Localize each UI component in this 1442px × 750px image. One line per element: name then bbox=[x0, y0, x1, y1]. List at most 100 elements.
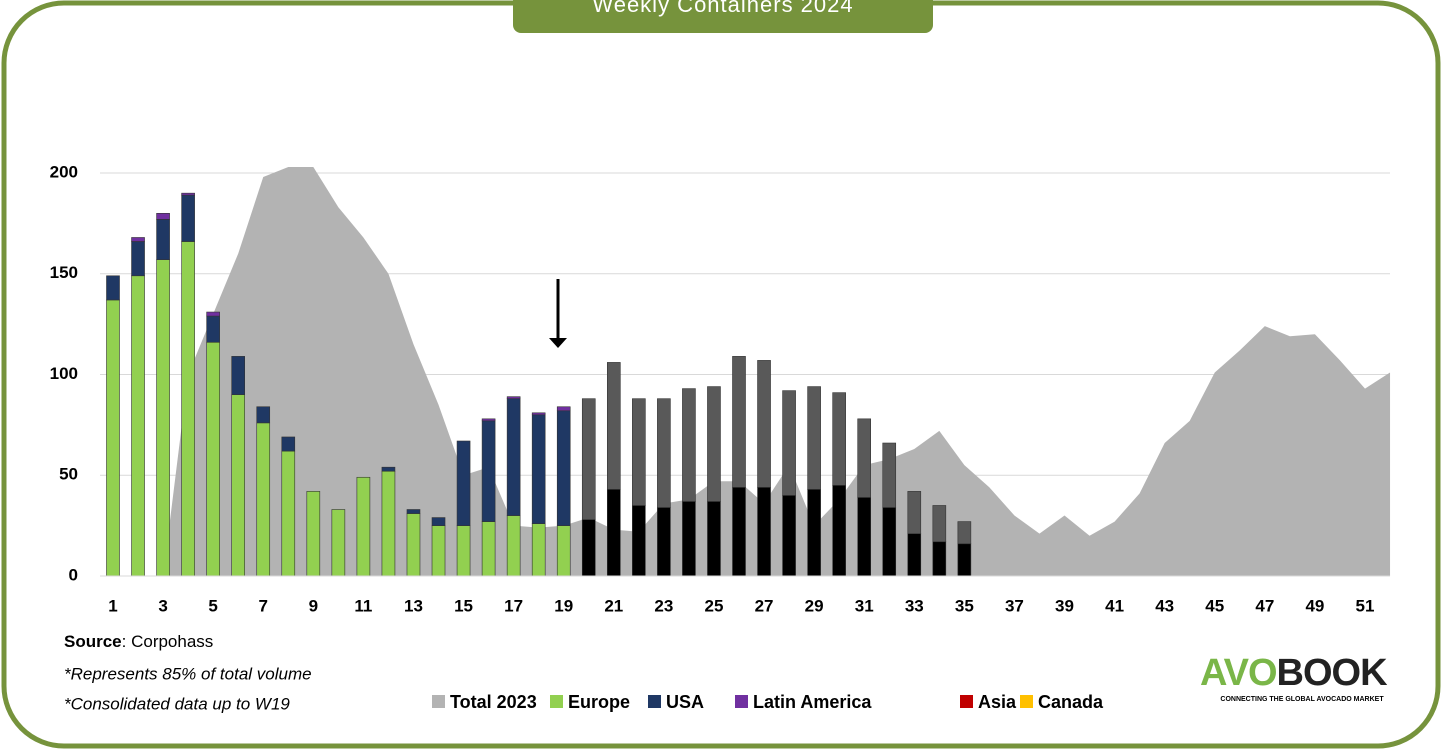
bar bbox=[206, 341, 220, 577]
bar bbox=[106, 299, 120, 577]
bar bbox=[782, 495, 796, 577]
bar bbox=[156, 259, 170, 577]
chart-title: Weekly Containers 2024 bbox=[592, 0, 853, 17]
bar bbox=[907, 533, 922, 577]
source: Source: Corpohass bbox=[64, 632, 213, 651]
x-tick-label: 47 bbox=[1255, 596, 1274, 615]
logo: AVOBOOK bbox=[1200, 652, 1388, 694]
x-tick-label: 51 bbox=[1356, 596, 1375, 615]
bar bbox=[206, 315, 220, 343]
bar bbox=[832, 392, 846, 486]
legend-label: Asia bbox=[978, 692, 1017, 712]
bar bbox=[807, 386, 821, 490]
bar bbox=[256, 406, 271, 424]
y-tick-label: 100 bbox=[50, 364, 78, 383]
logo-part: AVO bbox=[1200, 652, 1277, 694]
bar bbox=[181, 192, 195, 196]
bar bbox=[506, 396, 521, 399]
bar bbox=[957, 521, 972, 545]
x-tick-label: 1 bbox=[108, 596, 117, 615]
x-tick-label: 45 bbox=[1205, 596, 1224, 615]
x-tick-label: 29 bbox=[805, 596, 824, 615]
bar bbox=[657, 398, 671, 508]
legend-label: USA bbox=[666, 692, 704, 712]
bar bbox=[306, 491, 321, 577]
bar bbox=[206, 311, 220, 317]
y-tick-label: 0 bbox=[69, 565, 78, 584]
bar bbox=[131, 275, 145, 577]
bar bbox=[181, 194, 195, 242]
bar bbox=[707, 501, 721, 577]
bar bbox=[782, 390, 796, 496]
x-tick-label: 3 bbox=[158, 596, 167, 615]
x-tick-label: 23 bbox=[654, 596, 673, 615]
legend-swatch bbox=[432, 695, 445, 708]
bar bbox=[882, 507, 897, 577]
bar bbox=[531, 412, 546, 416]
x-tick-label: 7 bbox=[259, 596, 268, 615]
legend-label: Total 2023 bbox=[450, 692, 537, 712]
bar bbox=[131, 237, 145, 242]
x-tick-label: 5 bbox=[208, 596, 217, 615]
bar bbox=[156, 219, 170, 260]
bar bbox=[807, 489, 821, 577]
x-tick-label: 21 bbox=[604, 596, 623, 615]
x-tick-label: 39 bbox=[1055, 596, 1074, 615]
bar bbox=[682, 388, 696, 502]
bar bbox=[381, 466, 396, 472]
note: *Represents 85% of total volume bbox=[64, 664, 312, 683]
x-tick-label: 25 bbox=[704, 596, 723, 615]
bar bbox=[732, 356, 746, 488]
x-tick-label: 35 bbox=[955, 596, 974, 615]
bar bbox=[381, 470, 396, 577]
bar bbox=[281, 436, 296, 452]
bar bbox=[757, 360, 771, 488]
bar bbox=[531, 523, 546, 577]
bar bbox=[882, 442, 897, 508]
bar bbox=[606, 489, 621, 577]
bar bbox=[556, 406, 571, 412]
bar bbox=[632, 505, 646, 577]
bar bbox=[657, 507, 671, 577]
bar bbox=[506, 515, 521, 577]
bar bbox=[456, 440, 471, 526]
bar bbox=[256, 422, 271, 577]
bar bbox=[957, 543, 972, 577]
x-tick-label: 27 bbox=[755, 596, 774, 615]
bar bbox=[356, 476, 371, 577]
x-tick-label: 19 bbox=[554, 596, 573, 615]
legend-swatch bbox=[960, 695, 973, 708]
legend-label: Latin America bbox=[753, 692, 872, 712]
bar bbox=[682, 501, 696, 577]
x-tick-label: 33 bbox=[905, 596, 924, 615]
bar bbox=[832, 485, 846, 577]
bar bbox=[181, 241, 195, 577]
bar bbox=[431, 517, 446, 526]
area bbox=[113, 166, 1391, 576]
bar bbox=[281, 450, 296, 577]
bar bbox=[632, 398, 646, 506]
bar bbox=[606, 362, 621, 490]
bar bbox=[131, 241, 145, 277]
bar bbox=[106, 275, 120, 301]
logo-part: BOOK bbox=[1277, 652, 1389, 694]
bar bbox=[406, 509, 421, 514]
bar bbox=[707, 386, 721, 502]
bar bbox=[406, 513, 421, 577]
x-tick-label: 37 bbox=[1005, 596, 1024, 615]
bar bbox=[431, 525, 446, 577]
bar bbox=[556, 525, 571, 577]
source-text: : Corpohass bbox=[122, 632, 214, 651]
bar bbox=[531, 414, 546, 524]
arrow-head bbox=[549, 338, 567, 348]
bar bbox=[907, 491, 922, 534]
bar bbox=[231, 394, 245, 577]
x-tick-label: 49 bbox=[1305, 596, 1324, 615]
logo-tagline: CONNECTING THE GLOBAL AVOCADO MARKET bbox=[1220, 696, 1384, 703]
source-label: Source bbox=[64, 632, 122, 651]
bar bbox=[506, 398, 521, 516]
bar bbox=[481, 418, 496, 422]
bar bbox=[757, 487, 771, 577]
bar bbox=[481, 420, 496, 522]
